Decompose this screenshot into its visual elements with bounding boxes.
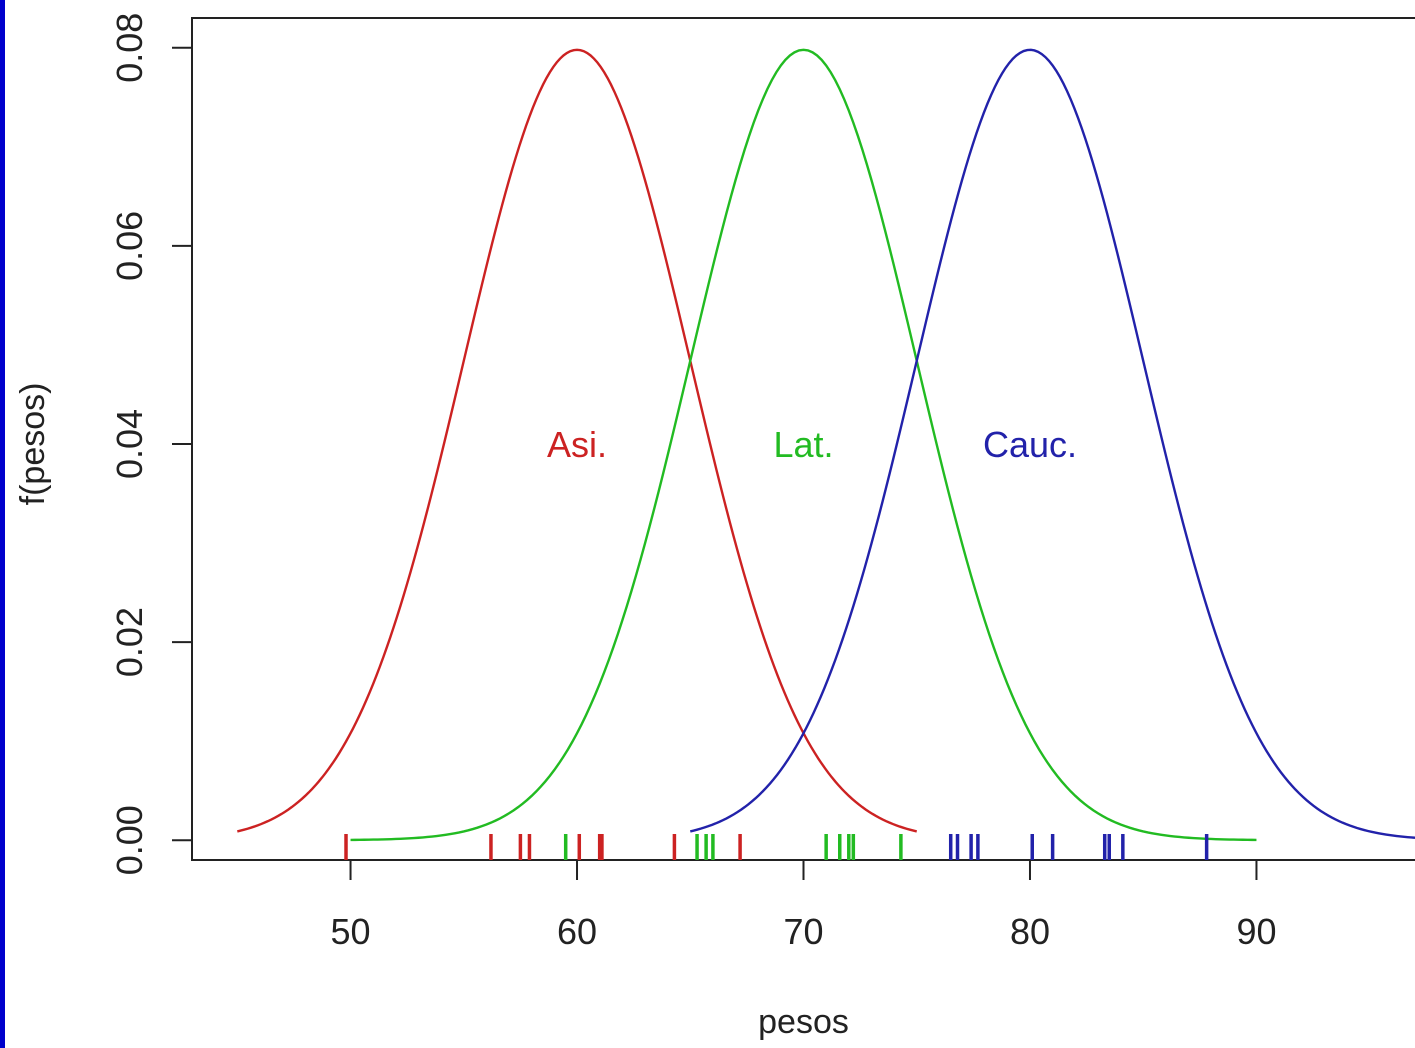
y-tick-label: 0.04 bbox=[109, 409, 150, 479]
x-tick-label: 50 bbox=[331, 911, 371, 952]
y-tick-label: 0.00 bbox=[109, 805, 150, 875]
y-tick-label: 0.06 bbox=[109, 211, 150, 281]
x-tick-label: 70 bbox=[783, 911, 823, 952]
density-line-lat bbox=[350, 48, 1257, 842]
curve-label-lat: Lat. bbox=[773, 424, 833, 465]
x-axis: 50 60 70 80 90 bbox=[331, 859, 1276, 952]
curve-label-cauc: Cauc. bbox=[983, 424, 1077, 465]
x-tick-label: 60 bbox=[557, 911, 597, 952]
density-curves bbox=[237, 48, 1415, 842]
x-tick-label: 80 bbox=[1010, 911, 1050, 952]
x-tick-label: 90 bbox=[1236, 911, 1276, 952]
curve-labels: Asi. Lat. Cauc. bbox=[547, 424, 1077, 465]
x-axis-title: pesos bbox=[758, 1003, 849, 1041]
rug-marks bbox=[344, 834, 1209, 860]
y-axis: 0.00 0.02 0.04 0.06 0.08 bbox=[109, 13, 193, 875]
density-line-cauc bbox=[689, 48, 1415, 839]
y-tick-label: 0.08 bbox=[109, 13, 150, 83]
curve-label-asi: Asi. bbox=[547, 424, 607, 465]
y-axis-title: f(pesos) bbox=[14, 383, 52, 506]
left-edge-strip bbox=[0, 0, 5, 1048]
y-tick-label: 0.02 bbox=[109, 607, 150, 677]
